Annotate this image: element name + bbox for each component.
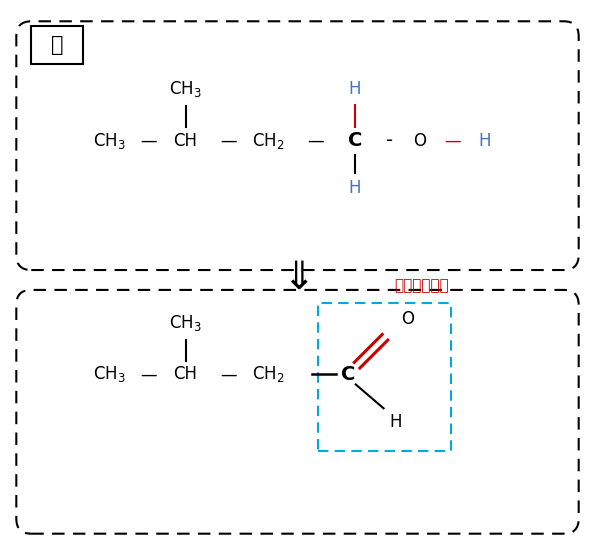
Text: CH$_3$: CH$_3$	[169, 79, 202, 99]
Text: —: —	[141, 366, 157, 383]
Text: O: O	[413, 131, 426, 150]
Text: CH$_2$: CH$_2$	[252, 365, 284, 384]
Text: H: H	[349, 179, 361, 197]
Text: CH$_3$: CH$_3$	[92, 131, 125, 151]
Text: C: C	[340, 365, 355, 384]
Text: O: O	[401, 310, 414, 328]
Text: アルデヒド基: アルデヒド基	[395, 278, 449, 293]
Text: C: C	[347, 131, 362, 150]
Text: CH: CH	[173, 366, 197, 383]
Text: H: H	[479, 131, 491, 150]
Text: —: —	[308, 131, 324, 150]
Text: H: H	[349, 80, 361, 98]
Text: CH: CH	[173, 131, 197, 150]
Text: —: —	[220, 131, 237, 150]
Text: ア: ア	[51, 35, 63, 55]
Text: H: H	[389, 413, 402, 431]
Text: —: —	[220, 366, 237, 383]
Bar	[31, 26, 83, 64]
Text: —: —	[444, 131, 461, 150]
Text: -: -	[386, 131, 393, 150]
Text: CH$_3$: CH$_3$	[92, 365, 125, 384]
Text: CH$_2$: CH$_2$	[252, 131, 284, 151]
Text: CH$_3$: CH$_3$	[169, 313, 202, 333]
Text: ⇓: ⇓	[282, 258, 314, 297]
Text: —: —	[141, 131, 157, 150]
